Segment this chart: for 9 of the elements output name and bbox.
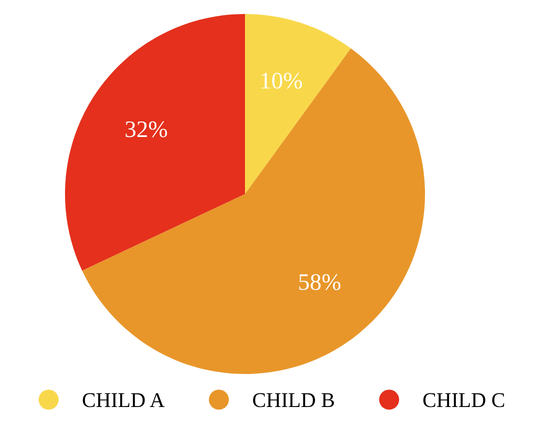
data-label: 10% bbox=[262, 72, 302, 89]
pie-slice bbox=[65, 14, 245, 271]
pie-slice bbox=[245, 14, 351, 194]
legend-label: CHILD B bbox=[253, 393, 334, 408]
legend-label: CHILD A bbox=[82, 393, 165, 408]
pie-slice bbox=[82, 48, 425, 374]
data-label: 58% bbox=[299, 274, 340, 290]
data-label: 32% bbox=[126, 121, 168, 138]
legend-label: CHILD C bbox=[423, 393, 504, 408]
